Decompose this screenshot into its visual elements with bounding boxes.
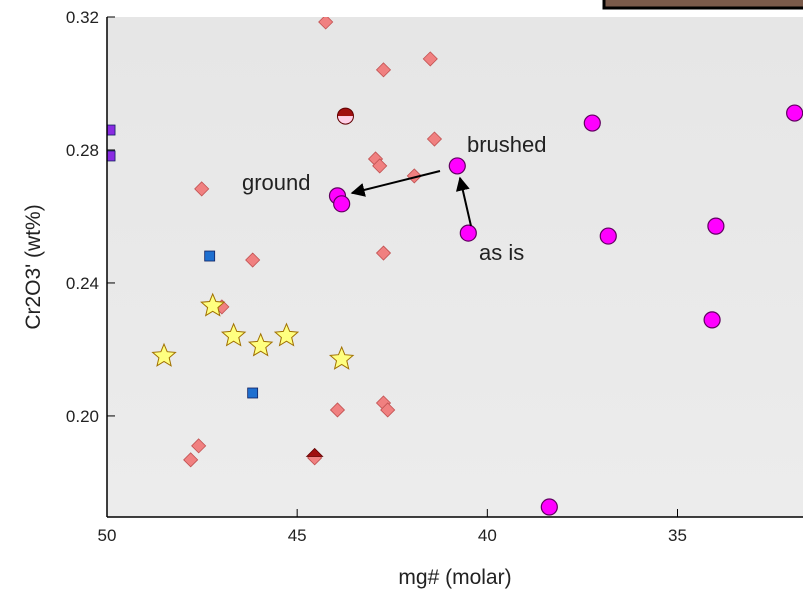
point	[703, 311, 721, 329]
x-tick-label: 45	[288, 526, 307, 545]
plot-area	[107, 17, 803, 517]
point	[247, 387, 259, 399]
point	[583, 114, 601, 132]
point	[247, 332, 274, 357]
point	[375, 62, 392, 78]
point	[372, 158, 388, 174]
point	[336, 107, 354, 125]
y-tick-label: 0.32	[66, 8, 99, 27]
y-tick-label: 0.20	[66, 407, 99, 426]
point	[426, 131, 443, 147]
x-tick-label: 35	[668, 526, 687, 545]
point	[375, 245, 392, 261]
point	[107, 150, 116, 162]
y-tick-label: 0.28	[66, 141, 99, 160]
point	[786, 104, 803, 122]
point	[107, 124, 116, 136]
point	[540, 498, 558, 516]
point-half	[337, 116, 354, 125]
point	[459, 224, 477, 242]
point	[183, 452, 199, 468]
arrow	[455, 176, 472, 227]
point	[707, 217, 725, 235]
point	[305, 447, 324, 457]
point	[204, 250, 216, 262]
point	[333, 195, 351, 213]
annotation: ground	[242, 170, 311, 195]
point	[318, 17, 334, 30]
point	[328, 345, 355, 370]
point	[220, 322, 247, 347]
point	[380, 402, 396, 418]
y-tick-label: 0.24	[66, 274, 99, 293]
point	[200, 292, 226, 317]
annotation: as is	[479, 240, 524, 265]
arrow	[350, 170, 441, 197]
point	[191, 438, 207, 454]
y-axis-label: Cr2O3' (wt%)	[22, 204, 45, 329]
point	[422, 51, 438, 67]
point	[194, 181, 210, 197]
point	[329, 402, 346, 418]
x-axis-label: mg# (molar)	[398, 566, 511, 589]
x-tick-label: 50	[98, 526, 117, 545]
point-outline	[336, 107, 354, 125]
point-half	[337, 108, 354, 117]
point	[599, 227, 617, 245]
point	[273, 322, 300, 347]
point	[151, 342, 177, 367]
point	[245, 252, 261, 268]
annotation: brushed	[467, 132, 547, 157]
x-tick-label: 40	[478, 526, 497, 545]
inset-image	[602, 0, 803, 10]
point	[406, 168, 422, 184]
point	[448, 157, 466, 175]
